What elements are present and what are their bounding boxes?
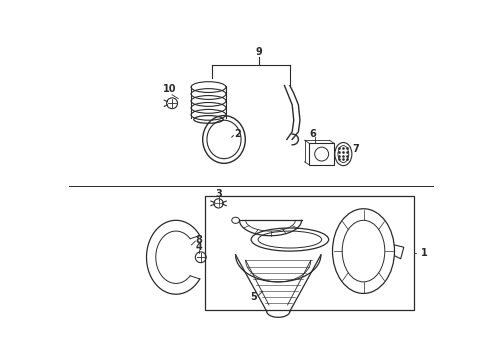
Text: 3: 3 xyxy=(215,189,222,199)
Text: 7: 7 xyxy=(352,144,359,154)
Text: 10: 10 xyxy=(163,84,176,94)
Text: 2: 2 xyxy=(235,129,241,139)
Text: 4: 4 xyxy=(196,242,202,252)
Text: 8: 8 xyxy=(196,235,203,244)
Text: 9: 9 xyxy=(255,48,262,58)
Text: 1: 1 xyxy=(420,248,427,258)
Text: 6: 6 xyxy=(310,129,317,139)
Bar xyxy=(205,195,414,310)
Bar xyxy=(309,143,334,165)
Text: 5: 5 xyxy=(250,292,257,302)
